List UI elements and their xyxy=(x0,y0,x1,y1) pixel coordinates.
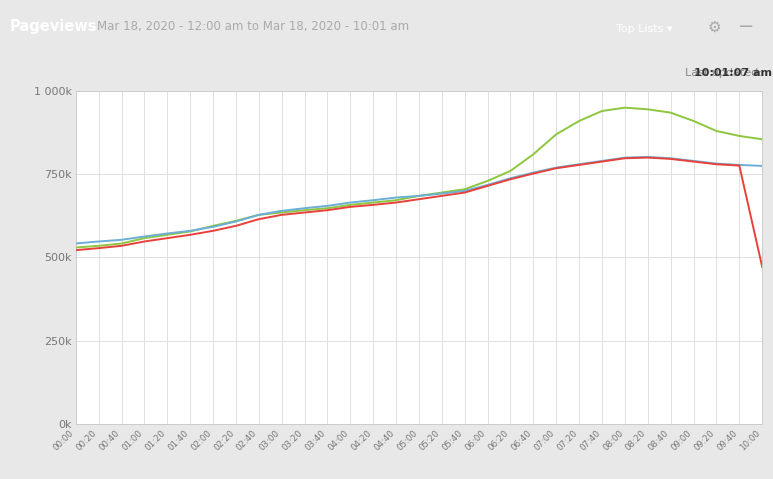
Text: ⚙: ⚙ xyxy=(707,20,721,34)
Text: −: − xyxy=(737,17,754,36)
Text: 10:01:07 am: 10:01:07 am xyxy=(694,68,772,78)
Text: Last updated:: Last updated: xyxy=(685,68,761,78)
Text: Pageviews: Pageviews xyxy=(9,20,97,34)
Text: Mar 18, 2020 - 12:00 am to Mar 18, 2020 - 10:01 am: Mar 18, 2020 - 12:00 am to Mar 18, 2020 … xyxy=(97,21,409,34)
Text: Top Lists ▾: Top Lists ▾ xyxy=(616,24,673,34)
